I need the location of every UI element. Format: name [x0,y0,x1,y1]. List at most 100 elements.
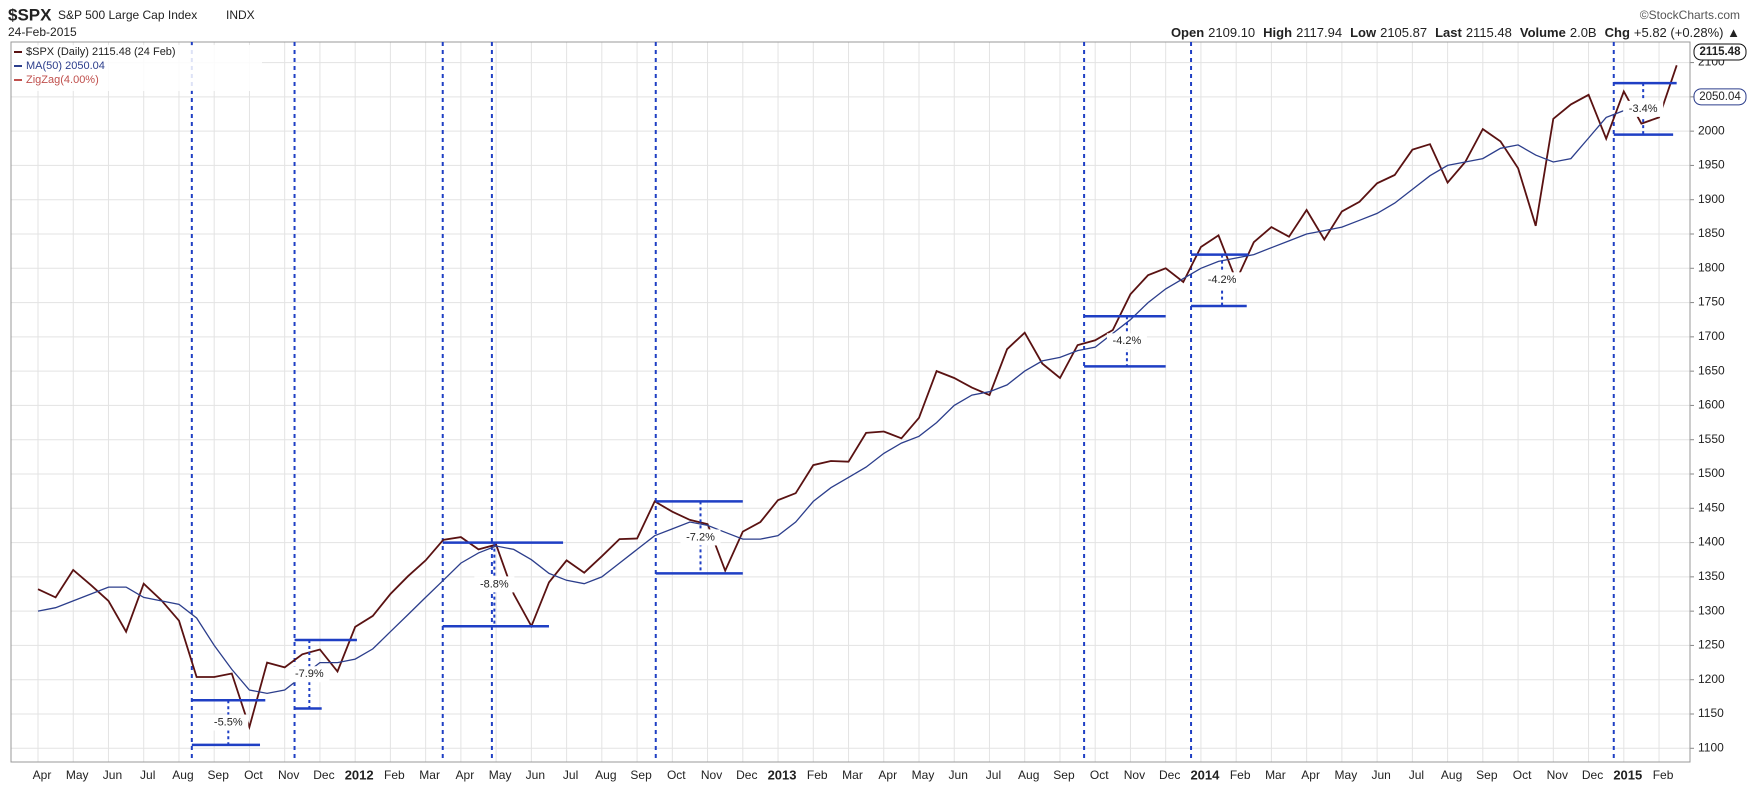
x-tick-label: Jun [526,768,545,782]
x-tick-label: Sep [1053,768,1075,782]
exchange: INDX [226,8,255,22]
correction-label-bg [680,529,721,546]
x-tick-label: Oct [1513,768,1532,782]
date: 24-Feb-2015 [8,25,77,39]
x-tick-label: Dec [1159,768,1180,782]
x-tick-label: 2014 [1190,767,1220,782]
correction-label: -3.4% [1629,103,1658,115]
x-tick-label: Mar [419,768,440,782]
x-tick-label: Feb [1230,768,1251,782]
x-tick-label: Apr [878,768,897,782]
end-marker [1693,88,1747,106]
x-tick-label: Jul [1409,768,1424,782]
x-tick-label: Mar [842,768,863,782]
correction-label: -8.8% [480,578,509,590]
quote-label: Last [1435,25,1462,40]
correction-label-bg [1202,272,1243,289]
quote-value: 2.0B [1570,25,1597,40]
x-tick-label: Feb [807,768,828,782]
quote-value: 2117.94 [1296,25,1342,40]
y-tick-label: 1550 [1698,432,1725,446]
symbol: $SPX [8,5,52,24]
quote-label: Volume [1520,25,1566,40]
y-tick-label: 1800 [1698,260,1725,274]
x-tick-label: 2012 [345,767,374,782]
y-tick-label: 1400 [1698,535,1725,549]
y-tick-label: 1700 [1698,329,1725,343]
y-tick-label: 1150 [1698,706,1724,720]
correction-label-bg [1106,333,1147,350]
quote-label: Open [1171,25,1204,40]
x-tick-label: Oct [244,768,263,782]
x-tick-label: Apr [456,768,475,782]
y-tick-label: 1350 [1698,569,1725,583]
chart-title: S&P 500 Large Cap Index [58,8,197,22]
x-tick-label: Aug [172,768,193,782]
legend-label: ZigZag(4.00%) [26,74,99,86]
plot-frame [10,41,1691,763]
x-tick-label: May [1335,768,1358,782]
quote-value: 2115.48 [1466,25,1512,40]
x-tick-label: Aug [1018,768,1039,782]
x-tick-label: Jun [1371,768,1390,782]
y-tick-label: 2000 [1698,123,1725,137]
y-tick-label: 1900 [1698,192,1725,206]
y-tick-label: 1100 [1698,740,1724,754]
correction-label: -4.2% [1113,335,1142,347]
x-tick-label: May [66,768,89,782]
y-tick-label: 1450 [1698,500,1725,514]
y-tick-label: 1300 [1698,603,1725,617]
y-tick-label: 1850 [1698,226,1725,240]
legend-bg [12,45,262,91]
x-tick-label: Feb [384,768,405,782]
y-tick-label: 1650 [1698,363,1725,377]
x-tick-label: Oct [1090,768,1109,782]
x-tick-label: Nov [1124,768,1145,782]
x-tick-label: Aug [1441,768,1462,782]
y-tick-label: 1950 [1698,158,1725,172]
source: ©StockCharts.com [1640,8,1740,22]
y-tick-label: 1250 [1698,638,1725,652]
y-tick-label: 1200 [1698,672,1725,686]
x-tick-label: Oct [667,768,686,782]
y-tick-label: 1600 [1698,398,1725,412]
x-tick-label: May [489,768,512,782]
correction-label: -7.9% [295,668,324,680]
correction-label-bg [1623,100,1664,117]
x-tick-label: May [912,768,935,782]
x-tick-label: Jul [563,768,578,782]
y-tick-label: 1750 [1698,295,1725,309]
x-tick-label: Feb [1653,768,1674,782]
x-tick-label: 2015 [1613,767,1642,782]
price-line [37,65,1678,731]
quote-line: Open 2109.10 High 2117.94 Low 2105.87 Last 2115… [1171,25,1740,40]
quote-label: Low [1350,25,1377,40]
x-tick-label: Jul [986,768,1001,782]
correction-label: -4.2% [1208,274,1237,286]
correction-label: -7.2% [686,531,715,543]
x-tick-label: Nov [701,768,722,782]
end-marker [1693,43,1747,61]
correction-label: -5.5% [214,716,243,728]
end-marker-label: 2115.48 [1700,46,1742,58]
x-tick-label: Jun [949,768,968,782]
correction-label-bg [289,666,330,683]
x-tick-label: Nov [1547,768,1568,782]
quote-value: 2105.87 [1380,25,1427,40]
x-tick-label: Nov [278,768,299,782]
x-tick-label: Dec [736,768,757,782]
y-tick-label: 1500 [1698,466,1725,480]
correction-label-bg [208,714,249,731]
x-tick-label: Jul [140,768,155,782]
x-tick-label: Sep [630,768,652,782]
quote-label: High [1263,25,1292,40]
x-tick-label: Apr [1301,768,1320,782]
quote-value: +5.82 (+0.28%) ▲ [1634,25,1740,40]
x-tick-label: Dec [313,768,334,782]
quote-label: Chg [1605,25,1630,40]
end-marker-label: 2050.04 [1699,91,1741,103]
x-tick-label: Sep [208,768,230,782]
x-tick-label: 2013 [768,767,797,782]
